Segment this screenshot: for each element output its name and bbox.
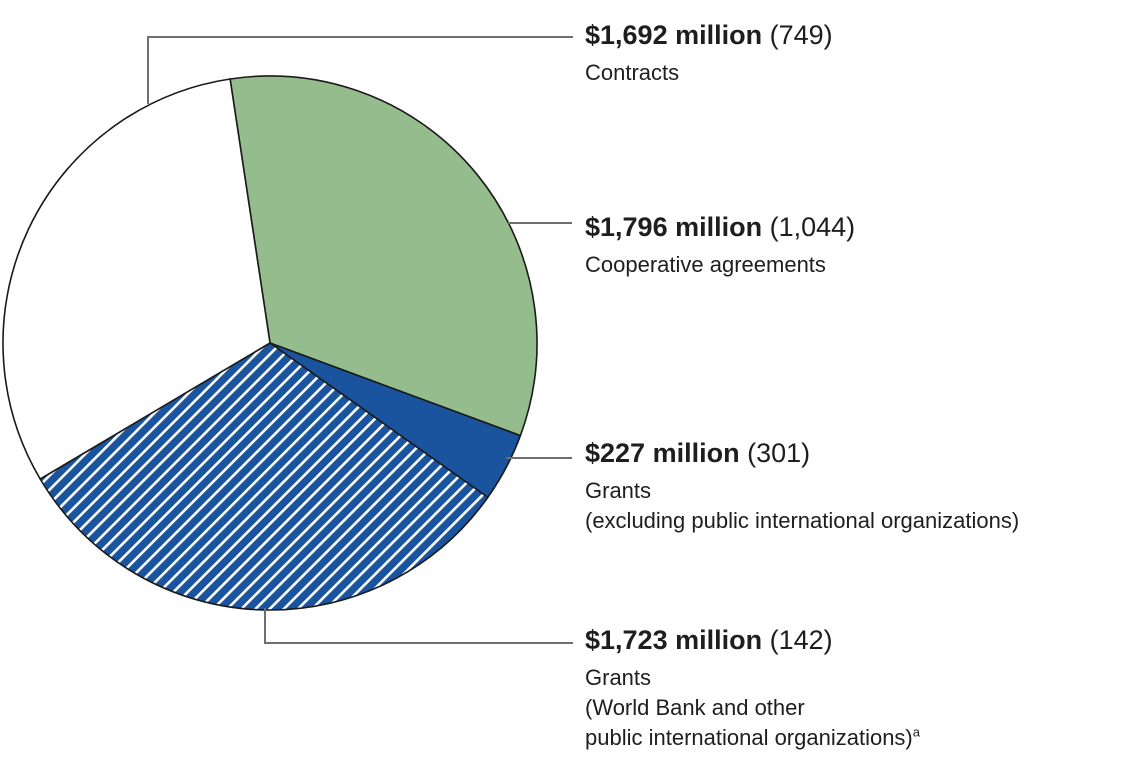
grants-excluding-category-name: Grants — [585, 478, 652, 503]
contracts-amount: $1,692 million — [585, 20, 763, 50]
grants-excluding-amount: $227 million — [585, 438, 740, 468]
grants-world-bank-qualifier-line2: public international organizations)a — [585, 724, 920, 750]
grants-world-bank-award-count: (142) — [769, 625, 833, 655]
pie-slice-grants-world-bank-and-other-public-inter — [39, 342, 489, 611]
label-cooperative-agreements: $1,796 million (1,044) Cooperative agree… — [585, 210, 855, 280]
cooperative-category-name: Cooperative agreements — [585, 252, 826, 277]
grants-world-bank-amount: $1,723 million — [585, 625, 763, 655]
grants-excluding-award-count: (301) — [747, 438, 811, 468]
grants-excluding-qualifier: (excluding public international organiza… — [585, 508, 1020, 533]
label-contracts-value-line: $1,692 million (749) — [585, 18, 833, 52]
label-cooperative-value-line: $1,796 million (1,044) — [585, 210, 855, 244]
leader-line-grants-world-bank — [264, 608, 573, 644]
pie-slice-contracts — [2, 78, 271, 480]
grants-world-bank-qualifier-line1: (World Bank and other — [585, 695, 805, 720]
leader-line-contracts — [147, 36, 573, 104]
label-grants-world-bank-value-line: $1,723 million (142) — [585, 623, 920, 657]
cooperative-award-count: (1,044) — [769, 212, 856, 242]
label-contracts: $1,692 million (749) Contracts — [585, 18, 833, 88]
label-grants-excluding-value-line: $227 million (301) — [585, 436, 1019, 470]
cooperative-amount: $1,796 million — [585, 212, 763, 242]
footnote-marker: a — [912, 724, 920, 740]
contracts-award-count: (749) — [769, 20, 833, 50]
contracts-category-name: Contracts — [585, 60, 680, 85]
label-grants-world-bank: $1,723 million (142) Grants (World Bank … — [585, 623, 920, 753]
grants-world-bank-category-name: Grants — [585, 665, 652, 690]
pie-slice-cooperative-agreements — [229, 75, 538, 437]
label-grants-excluding: $227 million (301) Grants (excluding pub… — [585, 436, 1019, 536]
